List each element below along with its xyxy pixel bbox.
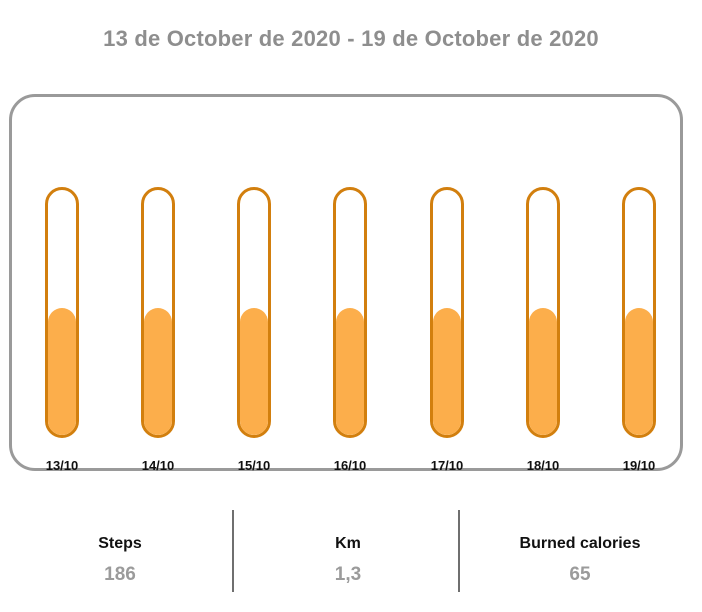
bar-fill bbox=[433, 307, 461, 435]
bar-track bbox=[430, 187, 464, 438]
bar-track bbox=[526, 187, 560, 438]
date-range-title: 13 de October de 2020 - 19 de October de… bbox=[103, 26, 599, 51]
day-bar-14-10[interactable] bbox=[141, 187, 175, 438]
stat-steps-value: 186 bbox=[104, 564, 136, 585]
day-bar-19-10[interactable] bbox=[622, 187, 656, 438]
stat-steps: Steps 186 bbox=[40, 508, 200, 592]
weekly-chart-card: 13/10 14/10 15/10 16/10 17/10 18/10 19/10 bbox=[9, 94, 683, 473]
bar-track bbox=[45, 187, 79, 438]
stat-burned-calories-label: Burned calories bbox=[519, 535, 641, 552]
day-bar-18-10[interactable] bbox=[526, 187, 560, 438]
stat-steps-label: Steps bbox=[98, 535, 142, 552]
day-bar-16-10[interactable] bbox=[333, 187, 367, 438]
bar-track bbox=[622, 187, 656, 438]
bar-fill bbox=[240, 307, 268, 435]
day-bar-17-10[interactable] bbox=[430, 187, 464, 438]
bar-track bbox=[141, 187, 175, 438]
stat-burned-calories: Burned calories 65 bbox=[492, 508, 668, 592]
bar-fill bbox=[625, 307, 653, 435]
stat-divider bbox=[458, 510, 460, 592]
stats-summary: Steps 186 Km 1,3 Burned calories 65 bbox=[0, 508, 702, 592]
day-label: 15/10 bbox=[237, 458, 271, 473]
bar-fill bbox=[529, 307, 557, 435]
day-bar-15-10[interactable] bbox=[237, 187, 271, 438]
day-label: 14/10 bbox=[141, 458, 175, 473]
day-label: 19/10 bbox=[622, 458, 656, 473]
day-label: 18/10 bbox=[526, 458, 560, 473]
bar-track bbox=[333, 187, 367, 438]
stat-divider bbox=[232, 510, 234, 592]
day-label: 13/10 bbox=[45, 458, 79, 473]
day-bar-13-10[interactable] bbox=[45, 187, 79, 438]
bar-fill bbox=[336, 307, 364, 435]
bar-track bbox=[237, 187, 271, 438]
day-label: 17/10 bbox=[430, 458, 464, 473]
bar-fill bbox=[144, 307, 172, 435]
day-label: 16/10 bbox=[333, 458, 367, 473]
stat-km-value: 1,3 bbox=[334, 564, 362, 585]
bar-fill bbox=[48, 307, 76, 435]
stat-km-label: Km bbox=[335, 535, 361, 552]
stat-km: Km 1,3 bbox=[268, 508, 428, 592]
stat-burned-calories-value: 65 bbox=[569, 564, 591, 585]
